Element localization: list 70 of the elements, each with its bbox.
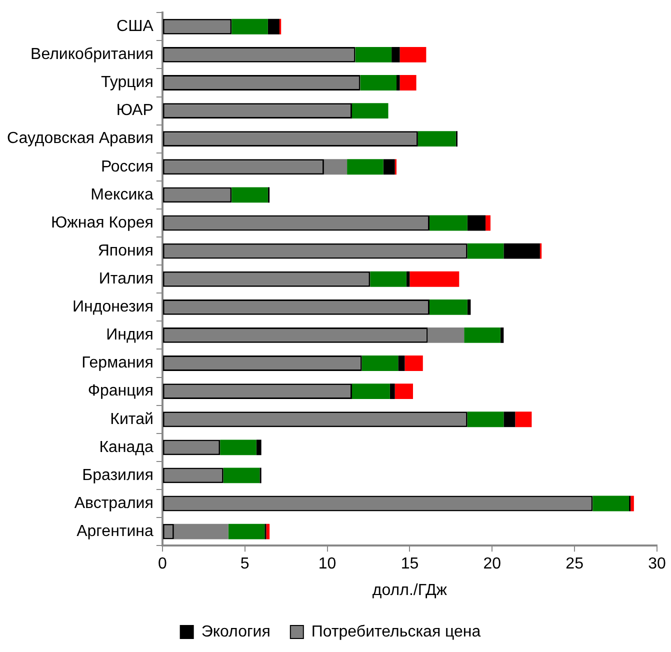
bar [400, 46, 426, 62]
y-tick-label: ЮАР [116, 102, 154, 120]
bar [232, 18, 268, 34]
bar [500, 327, 504, 343]
bar [486, 215, 490, 231]
y-tick-label: Канада [99, 438, 154, 456]
bar [410, 271, 460, 287]
bar [392, 46, 400, 62]
bar [228, 524, 265, 540]
x-tick-label: 20 [483, 556, 502, 573]
bar [352, 384, 390, 400]
x-tick-label: 30 [648, 556, 666, 573]
bar [256, 440, 262, 456]
y-tick-label: США [116, 18, 154, 36]
bar [360, 75, 397, 90]
bar [429, 215, 468, 231]
y-tick-label: Япония [98, 242, 154, 260]
bar [268, 18, 280, 34]
bar [467, 243, 504, 259]
bar [390, 384, 395, 400]
bar [467, 412, 504, 428]
legend-label: Потребительская цена [311, 623, 481, 640]
bar [398, 356, 405, 371]
y-tick-label: Турция [101, 74, 154, 92]
x-tick-label: 15 [400, 556, 419, 573]
y-tick-label: Индия [106, 326, 154, 344]
bar [394, 384, 413, 400]
bar [232, 187, 268, 203]
bar [404, 356, 423, 371]
x-tick-label: 10 [318, 556, 336, 573]
bar [362, 356, 398, 371]
y-tick-label: Аргентина [76, 522, 154, 540]
bar [515, 412, 532, 428]
x-axis-title: долл./ГДж [372, 582, 448, 599]
bar [630, 496, 634, 512]
bar [223, 468, 260, 484]
y-tick-label: Великобритания [30, 46, 154, 64]
bar [355, 46, 392, 62]
x-tick-label: 5 [240, 556, 250, 573]
bar [504, 243, 540, 259]
bar [266, 524, 270, 540]
y-tick-label: Мексика [90, 186, 154, 204]
bar [467, 299, 471, 315]
bar [396, 75, 400, 90]
bar [418, 131, 456, 147]
y-tick-label: Германия [82, 354, 154, 372]
bar [383, 159, 395, 175]
bar [352, 103, 388, 118]
bar [464, 327, 500, 343]
y-tick-label: Саудовская Аравия [7, 130, 154, 148]
legend-label: Экология [201, 623, 270, 640]
bar [347, 159, 384, 175]
bar [220, 440, 256, 456]
y-tick-label: Южная Корея [51, 214, 154, 232]
y-tick-label: Китай [110, 410, 154, 428]
bar [400, 75, 416, 90]
y-tick-label: Россия [100, 158, 154, 176]
x-tick-label: 0 [158, 556, 167, 573]
y-tick-label: Франция [88, 382, 154, 400]
y-tick-label: Бразилия [82, 466, 154, 484]
bar [467, 215, 486, 231]
bar [429, 299, 468, 315]
y-tick-label: Италия [98, 270, 154, 288]
bar [370, 271, 406, 287]
bar [592, 496, 629, 512]
y-tick-label: Австралия [74, 494, 154, 512]
x-tick-label: 25 [566, 556, 584, 573]
bar [504, 412, 516, 428]
bar [406, 271, 410, 287]
y-tick-label: Индонезия [72, 298, 154, 316]
